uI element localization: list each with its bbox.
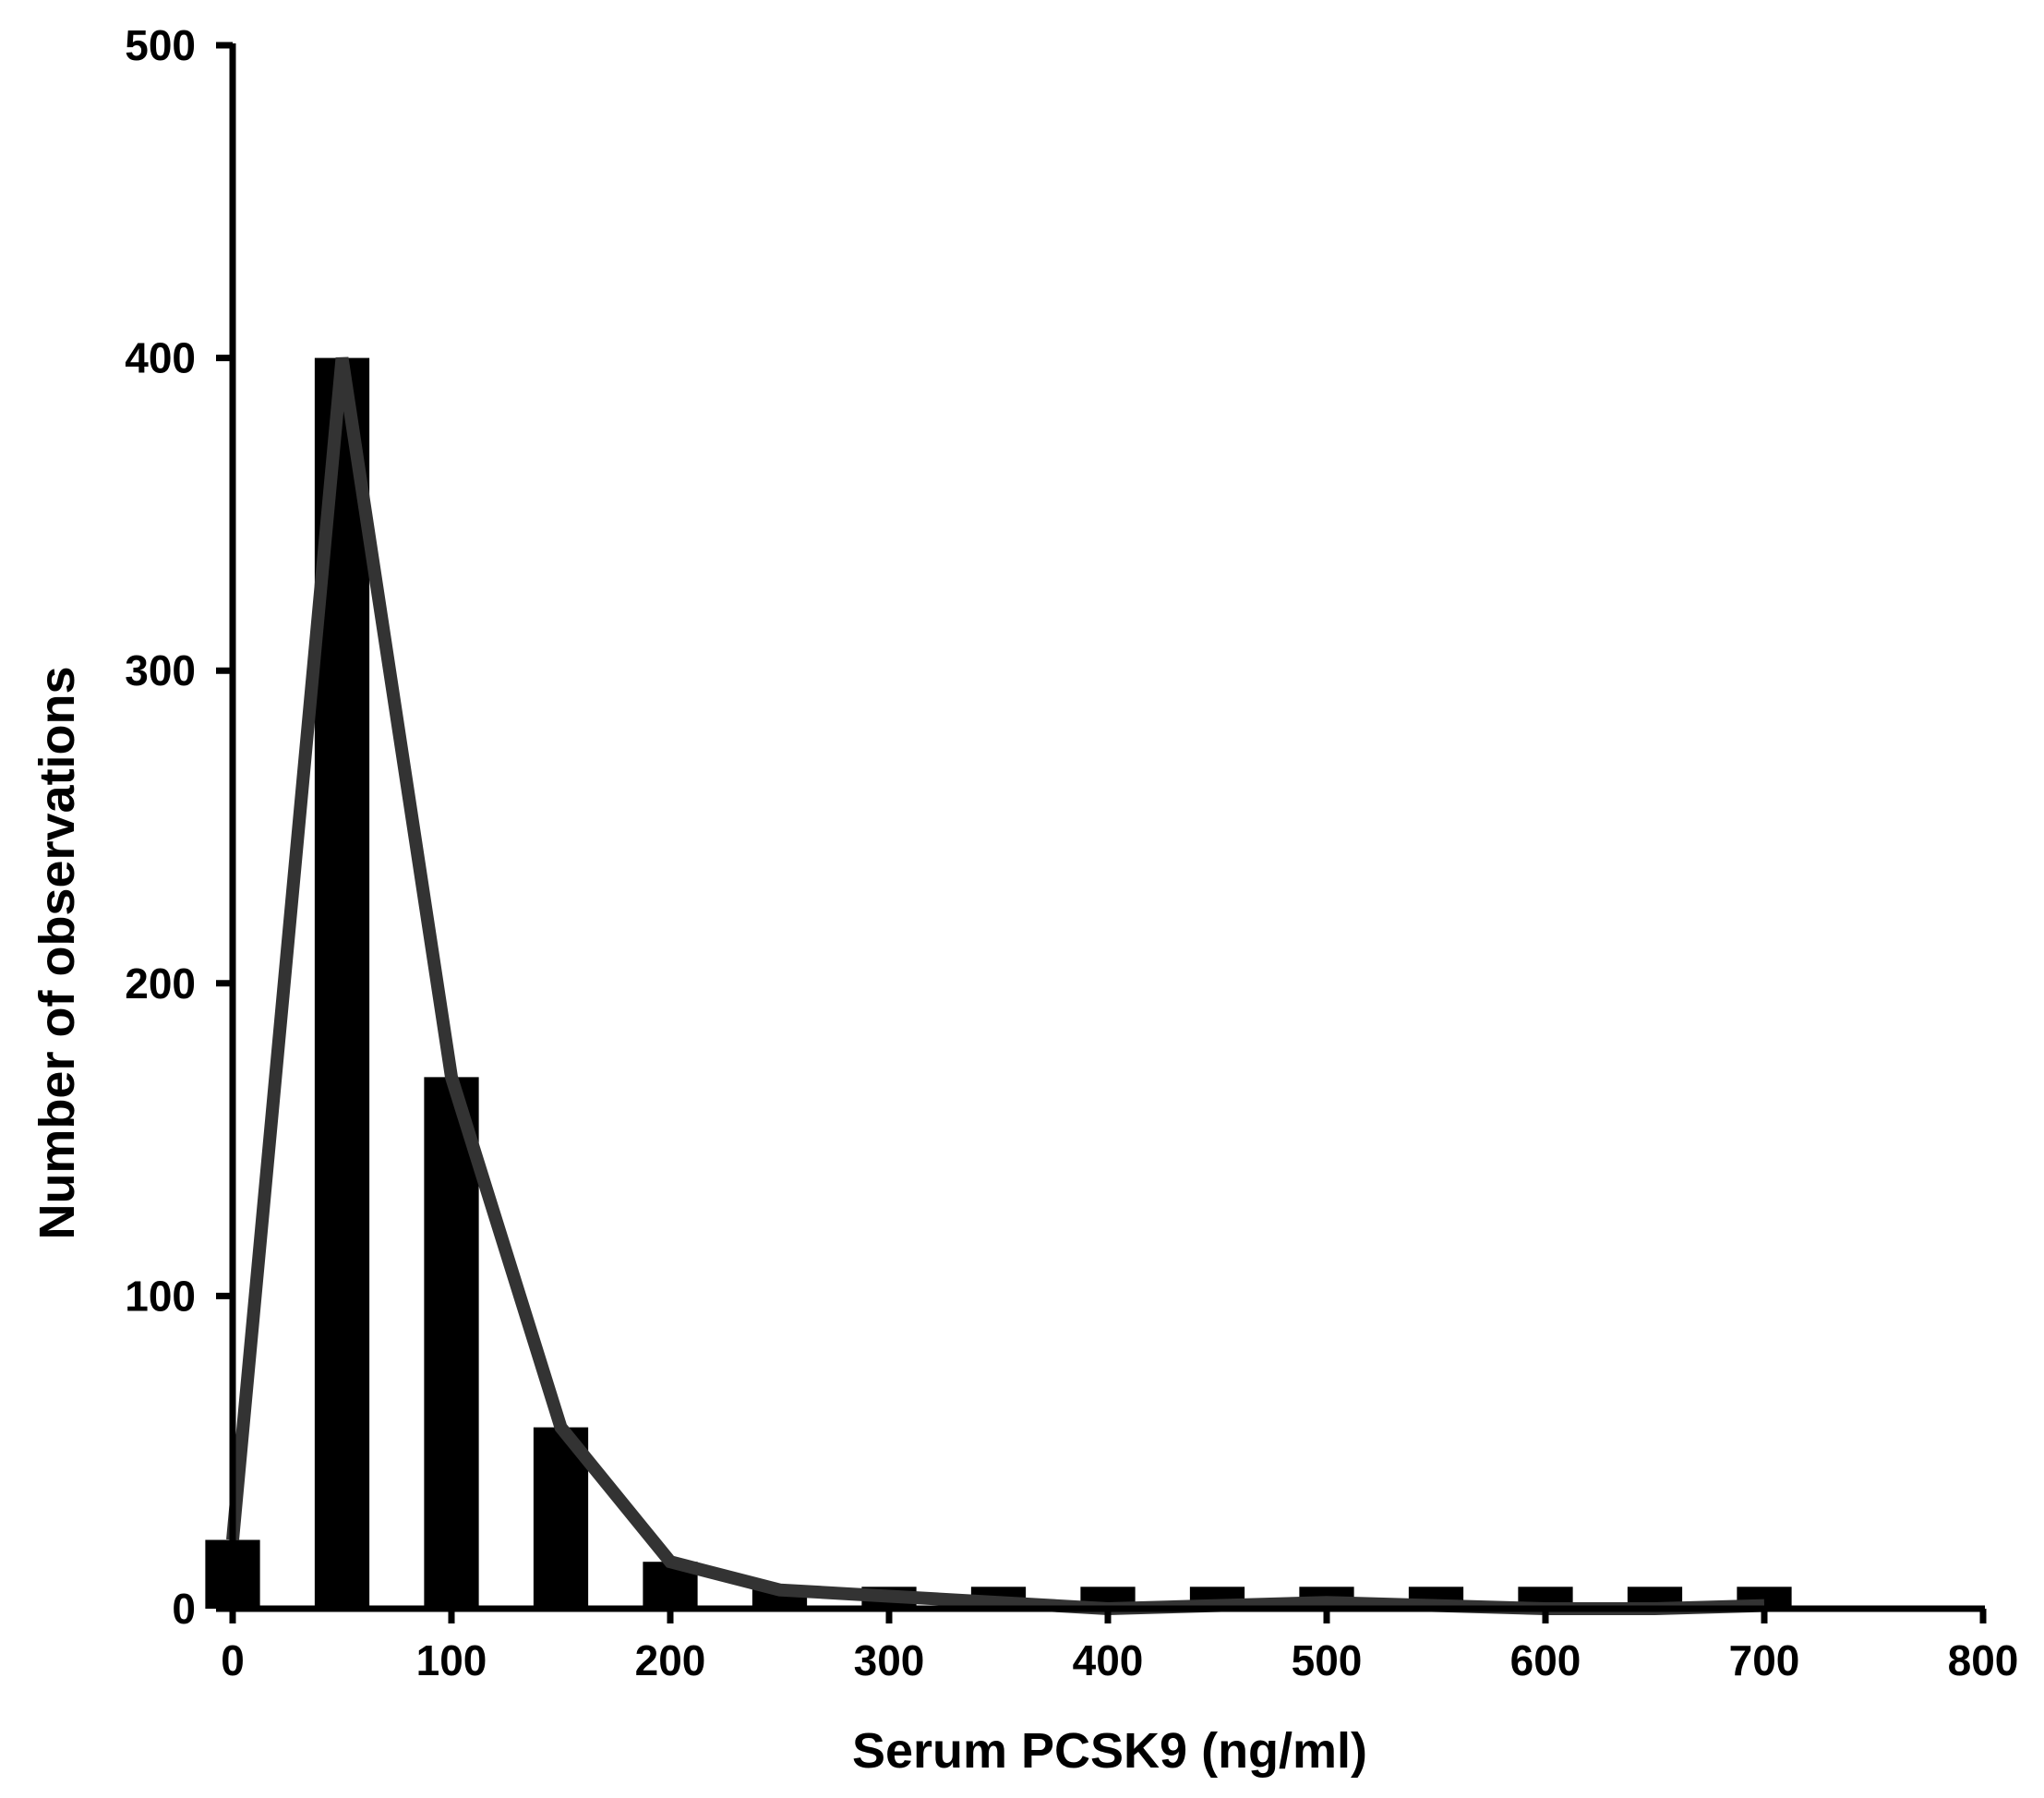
y-tick-label: 300	[125, 646, 196, 694]
y-axis-title: Number of observations	[30, 666, 85, 1239]
x-axis-title: Serum PCSK9 (ng/ml)	[852, 1723, 1367, 1779]
x-tick-label: 500	[1292, 1636, 1363, 1684]
x-tick-label: 800	[1948, 1636, 2019, 1684]
tick-labels-layer: 0 100 200 300 400 500 600 700 800 0 100 200 300 400 50…	[125, 21, 2018, 1684]
y-tick-label: 500	[125, 21, 196, 69]
x-tick-label: 0	[221, 1636, 245, 1684]
y-tick-label: 100	[125, 1272, 196, 1320]
x-tick-label: 600	[1510, 1636, 1581, 1684]
x-tick-label: 700	[1729, 1636, 1800, 1684]
y-tick-label: 400	[125, 334, 196, 382]
x-tick-label: 400	[1073, 1636, 1144, 1684]
y-tick-label: 200	[125, 959, 196, 1008]
x-tick-label: 100	[416, 1636, 487, 1684]
histogram-bar	[424, 1077, 479, 1609]
x-tick-label: 200	[635, 1636, 706, 1684]
axes-layer	[216, 42, 1987, 1623]
x-tick-label: 300	[854, 1636, 925, 1684]
y-tick-label: 0	[172, 1585, 196, 1633]
